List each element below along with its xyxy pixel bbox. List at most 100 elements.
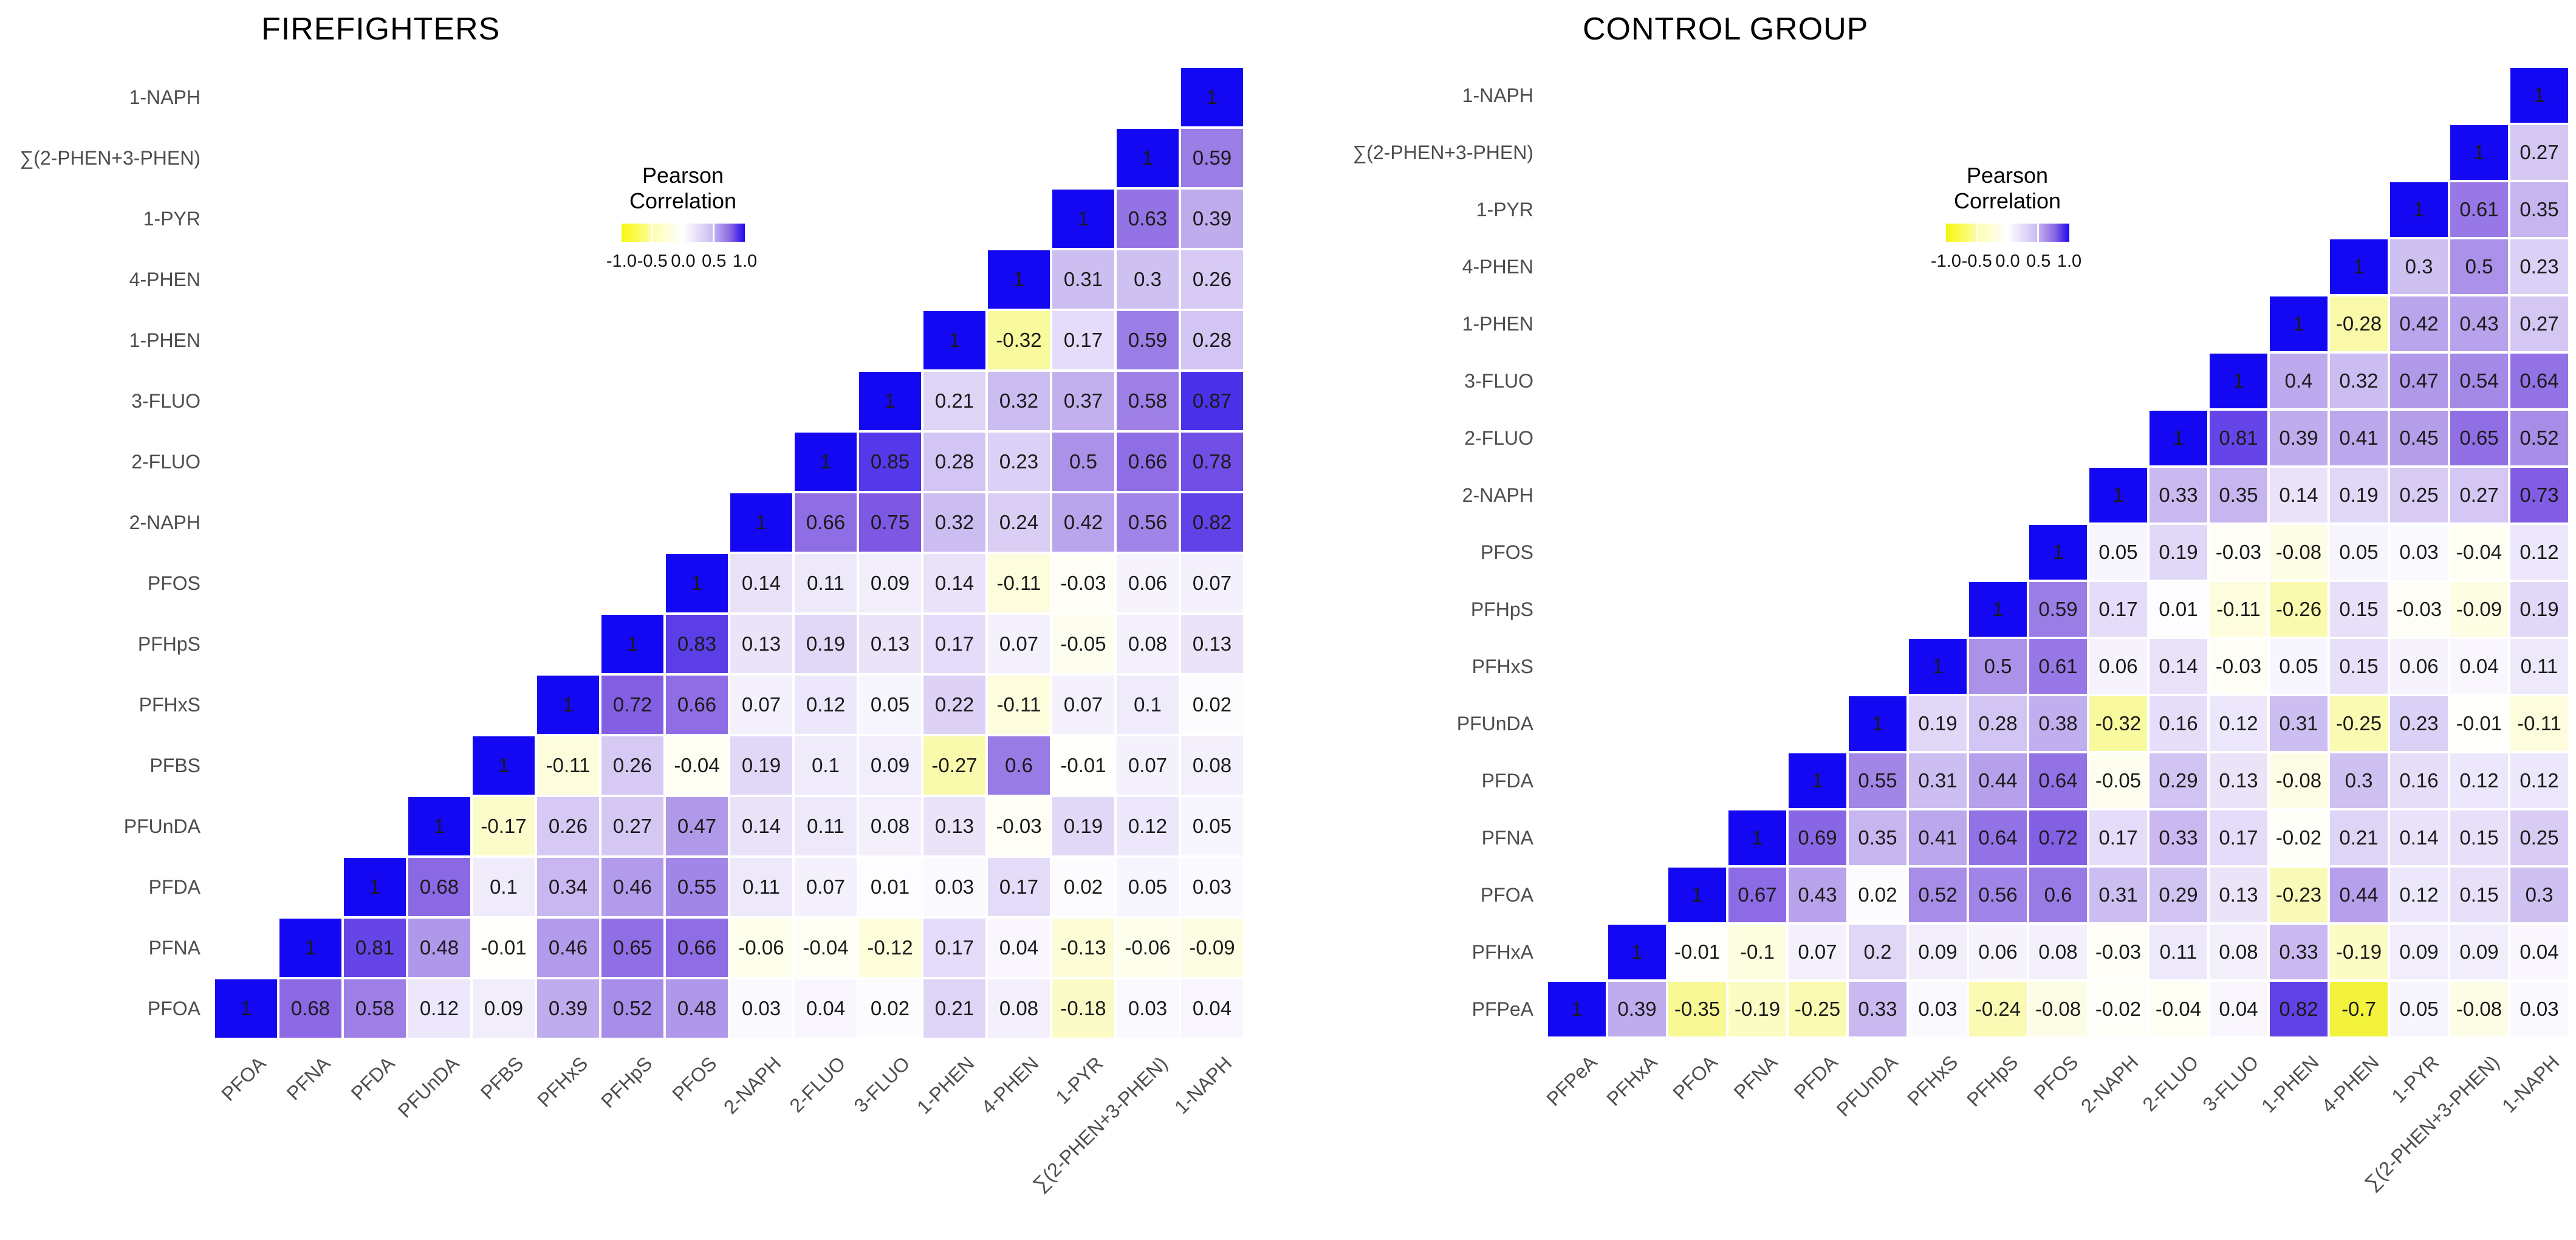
corr-cell: -0.24 — [1968, 981, 2028, 1038]
corr-cell: 0.05 — [2269, 638, 2329, 695]
corr-cell: 0.17 — [2208, 809, 2269, 866]
diagonal-cell: 1 — [2509, 67, 2569, 124]
corr-cell: -0.01 — [2449, 695, 2509, 752]
corr-cell: -0.08 — [2269, 752, 2329, 809]
corr-cell: 0.31 — [1908, 752, 1968, 809]
diagonal-cell: 1 — [2329, 238, 2389, 295]
corr-cell: 0.41 — [1908, 809, 1968, 866]
corr-cell: 0.29 — [2148, 752, 2208, 809]
corr-cell: 0.64 — [2509, 352, 2569, 409]
corr-cell: 0.31 — [2088, 866, 2148, 923]
y-axis-label: PFHpS — [1315, 581, 1533, 638]
diagonal-cell: 1 — [1848, 695, 1908, 752]
corr-cell: 0.33 — [1848, 981, 1908, 1038]
corr-cell: 0.55 — [1848, 752, 1908, 809]
corr-cell: 0.11 — [2148, 923, 2208, 981]
diagonal-cell: 1 — [2148, 409, 2208, 467]
corr-cell: 0.5 — [1968, 638, 2028, 695]
corr-cell: 0.03 — [2389, 524, 2449, 581]
corr-cell: -0.03 — [2208, 524, 2269, 581]
diagonal-cell: 1 — [1787, 752, 1848, 809]
diagonal-cell: 1 — [2449, 124, 2509, 181]
corr-cell: 0.23 — [2389, 695, 2449, 752]
corr-cell: -0.11 — [2208, 581, 2269, 638]
diagonal-cell: 1 — [2088, 467, 2148, 524]
corr-cell: 0.09 — [2449, 923, 2509, 981]
y-axis-label: PFHxS — [1315, 638, 1533, 695]
corr-cell: 0.69 — [1787, 809, 1848, 866]
y-axis-label: PFOA — [1315, 866, 1533, 923]
corr-cell: 0.56 — [1968, 866, 2028, 923]
corr-cell: 0.67 — [1727, 866, 1787, 923]
corr-cell: 0.5 — [2449, 238, 2509, 295]
corr-cell: 0.81 — [2208, 409, 2269, 467]
corr-cell: 0.52 — [2509, 409, 2569, 467]
corr-cell: 0.21 — [2329, 809, 2389, 866]
diagonal-cell: 1 — [2389, 181, 2449, 238]
corr-cell: 0.04 — [2449, 638, 2509, 695]
corr-cell: -0.03 — [2088, 923, 2148, 981]
corr-cell: -0.03 — [2208, 638, 2269, 695]
corr-cell: 0.14 — [2269, 467, 2329, 524]
corr-cell: 0.19 — [1908, 695, 1968, 752]
y-axis-label: PFUnDA — [1315, 695, 1533, 752]
y-axis-label: PFDA — [1315, 752, 1533, 809]
corr-cell: 0.08 — [2208, 923, 2269, 981]
y-axis-label: 1-NAPH — [1315, 67, 1533, 124]
corr-cell: 0.14 — [2389, 809, 2449, 866]
corr-cell: 0.12 — [2509, 752, 2569, 809]
diagonal-cell: 1 — [1547, 981, 1607, 1038]
y-axis-label: 1-PHEN — [1315, 295, 1533, 352]
corr-cell: 0.61 — [2028, 638, 2088, 695]
corr-cell: 0.15 — [2449, 809, 2509, 866]
corr-cell: -0.32 — [2088, 695, 2148, 752]
corr-cell: -0.1 — [1727, 923, 1787, 981]
corr-cell: 0.13 — [2208, 752, 2269, 809]
corr-cell: -0.08 — [2269, 524, 2329, 581]
corr-cell: -0.08 — [2028, 981, 2088, 1038]
corr-cell: 0.47 — [2389, 352, 2449, 409]
corr-cell: 0.33 — [2269, 923, 2329, 981]
corr-cell: 0.19 — [2509, 581, 2569, 638]
corr-cell: 0.04 — [2509, 923, 2569, 981]
corr-cell: 0.54 — [2449, 352, 2509, 409]
corr-cell: 0.31 — [2269, 695, 2329, 752]
corr-cell: 0.45 — [2389, 409, 2449, 467]
corr-cell: 0.12 — [2449, 752, 2509, 809]
corr-cell: 0.3 — [2389, 238, 2449, 295]
corr-cell: 0.08 — [2028, 923, 2088, 981]
corr-cell: 0.12 — [2389, 866, 2449, 923]
corr-cell: 0.15 — [2329, 581, 2389, 638]
corr-cell: 0.32 — [2329, 352, 2389, 409]
corr-cell: 0.43 — [1787, 866, 1848, 923]
corr-cell: 0.61 — [2449, 181, 2509, 238]
diagonal-cell: 1 — [1607, 923, 1667, 981]
y-axis-label: PFOS — [1315, 524, 1533, 581]
corr-cell: 0.19 — [2329, 467, 2389, 524]
corr-cell: 0.14 — [2148, 638, 2208, 695]
corr-cell: -0.26 — [2269, 581, 2329, 638]
corr-cell: 0.2 — [1848, 923, 1908, 981]
corr-cell: 0.72 — [2028, 809, 2088, 866]
corr-cell: 0.25 — [2509, 809, 2569, 866]
corr-cell: 0.04 — [2208, 981, 2269, 1038]
corr-cell: 0.27 — [2509, 124, 2569, 181]
y-axis-label: 2-FLUO — [1315, 409, 1533, 467]
diagonal-cell: 1 — [1968, 581, 2028, 638]
corr-cell: 0.41 — [2329, 409, 2389, 467]
corr-cell: 0.38 — [2028, 695, 2088, 752]
corr-cell: -0.04 — [2148, 981, 2208, 1038]
corr-cell: 0.09 — [2389, 923, 2449, 981]
corr-cell: 0.03 — [2509, 981, 2569, 1038]
y-axis-label: ∑(2-PHEN+3-PHEN) — [1315, 124, 1533, 181]
corr-cell: 0.59 — [2028, 581, 2088, 638]
corr-cell: 0.09 — [1908, 923, 1968, 981]
corr-cell: 0.23 — [2509, 238, 2569, 295]
y-axis-label: 3-FLUO — [1315, 352, 1533, 409]
corr-cell: -0.11 — [2509, 695, 2569, 752]
corr-cell: 0.05 — [2389, 981, 2449, 1038]
corr-cell: -0.04 — [2449, 524, 2509, 581]
